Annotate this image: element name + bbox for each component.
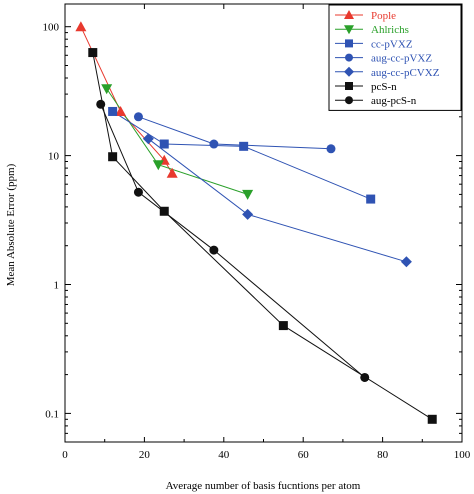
data-point-pople: [166, 167, 178, 178]
x-axis-label: Average number of basis fucntions per at…: [166, 480, 361, 492]
legend-label-aug-cc-pcvxz: aug-cc-pCVXZ: [371, 67, 440, 79]
legend-marker-aug-cc-pvxz: [345, 53, 353, 62]
data-point-pcs-n: [427, 414, 437, 424]
x-tick-label: 60: [298, 449, 310, 461]
data-point-pcs-n: [159, 206, 169, 216]
data-point-aug-cc-pcvxz: [400, 256, 412, 268]
y-tick-label: 10: [48, 151, 60, 163]
series-line-pople: [80, 26, 173, 174]
legend-label-aug-cc-pvxz: aug-cc-pVXZ: [371, 53, 432, 65]
data-point-cc-pvxz: [239, 141, 249, 151]
data-point-aug-pcs-n: [133, 187, 143, 197]
data-point-cc-pvxz: [108, 106, 118, 116]
y-axis-label: Mean Absolute Error (ppm): [5, 163, 17, 286]
data-point-pcs-n: [88, 48, 98, 58]
data-point-pcs-n: [278, 321, 288, 331]
x-tick-label: 80: [377, 449, 389, 461]
data-point-cc-pvxz: [366, 194, 376, 204]
data-point-pople: [75, 21, 87, 32]
y-tick-label: 1: [54, 280, 60, 292]
data-point-aug-cc-pcvxz: [142, 133, 154, 145]
data-point-aug-pcs-n: [96, 99, 106, 109]
legend-label-aug-pcs-n: aug-pcS-n: [371, 95, 417, 107]
legend-marker-pcs-n: [345, 82, 353, 90]
series-line-ahlrichs: [106, 88, 248, 195]
legend-marker-aug-pcs-n: [345, 96, 353, 105]
legend-marker-ahlrichs: [344, 25, 354, 35]
data-point-ahlrichs: [152, 160, 164, 171]
series-line-cc-pvxz: [112, 111, 371, 200]
data-point-aug-cc-pvxz: [209, 139, 219, 149]
data-point-cc-pvxz: [159, 139, 169, 149]
x-tick-label: 40: [218, 449, 230, 461]
data-point-aug-cc-pvxz: [133, 112, 143, 122]
data-point-ahlrichs: [101, 84, 113, 95]
y-tick-label: 100: [43, 22, 60, 34]
legend-marker-cc-pvxz: [345, 39, 353, 48]
x-tick-label: 0: [62, 449, 68, 461]
x-tick-label: 100: [454, 449, 471, 461]
data-point-ahlrichs: [242, 189, 254, 200]
data-point-aug-cc-pvxz: [326, 144, 336, 154]
legend-label-pople: Pople: [371, 10, 396, 22]
legend-label-pcs-n: pcS-n: [371, 81, 397, 93]
legend-marker-pople: [344, 10, 354, 19]
data-point-aug-pcs-n: [209, 245, 219, 255]
data-point-pcs-n: [108, 152, 118, 162]
series-line-aug-pcs-n: [100, 104, 366, 378]
x-tick-label: 20: [139, 449, 151, 461]
legend-marker-aug-cc-pcvxz: [344, 66, 354, 77]
legend-label-ahlrichs: Ahlrichs: [371, 24, 409, 36]
y-tick-label: 0.1: [45, 408, 59, 420]
data-point-aug-cc-pcvxz: [242, 208, 254, 220]
data-point-pople: [115, 105, 127, 116]
legend-label-cc-pvxz: cc-pVXZ: [371, 38, 413, 50]
data-point-aug-pcs-n: [360, 372, 370, 382]
